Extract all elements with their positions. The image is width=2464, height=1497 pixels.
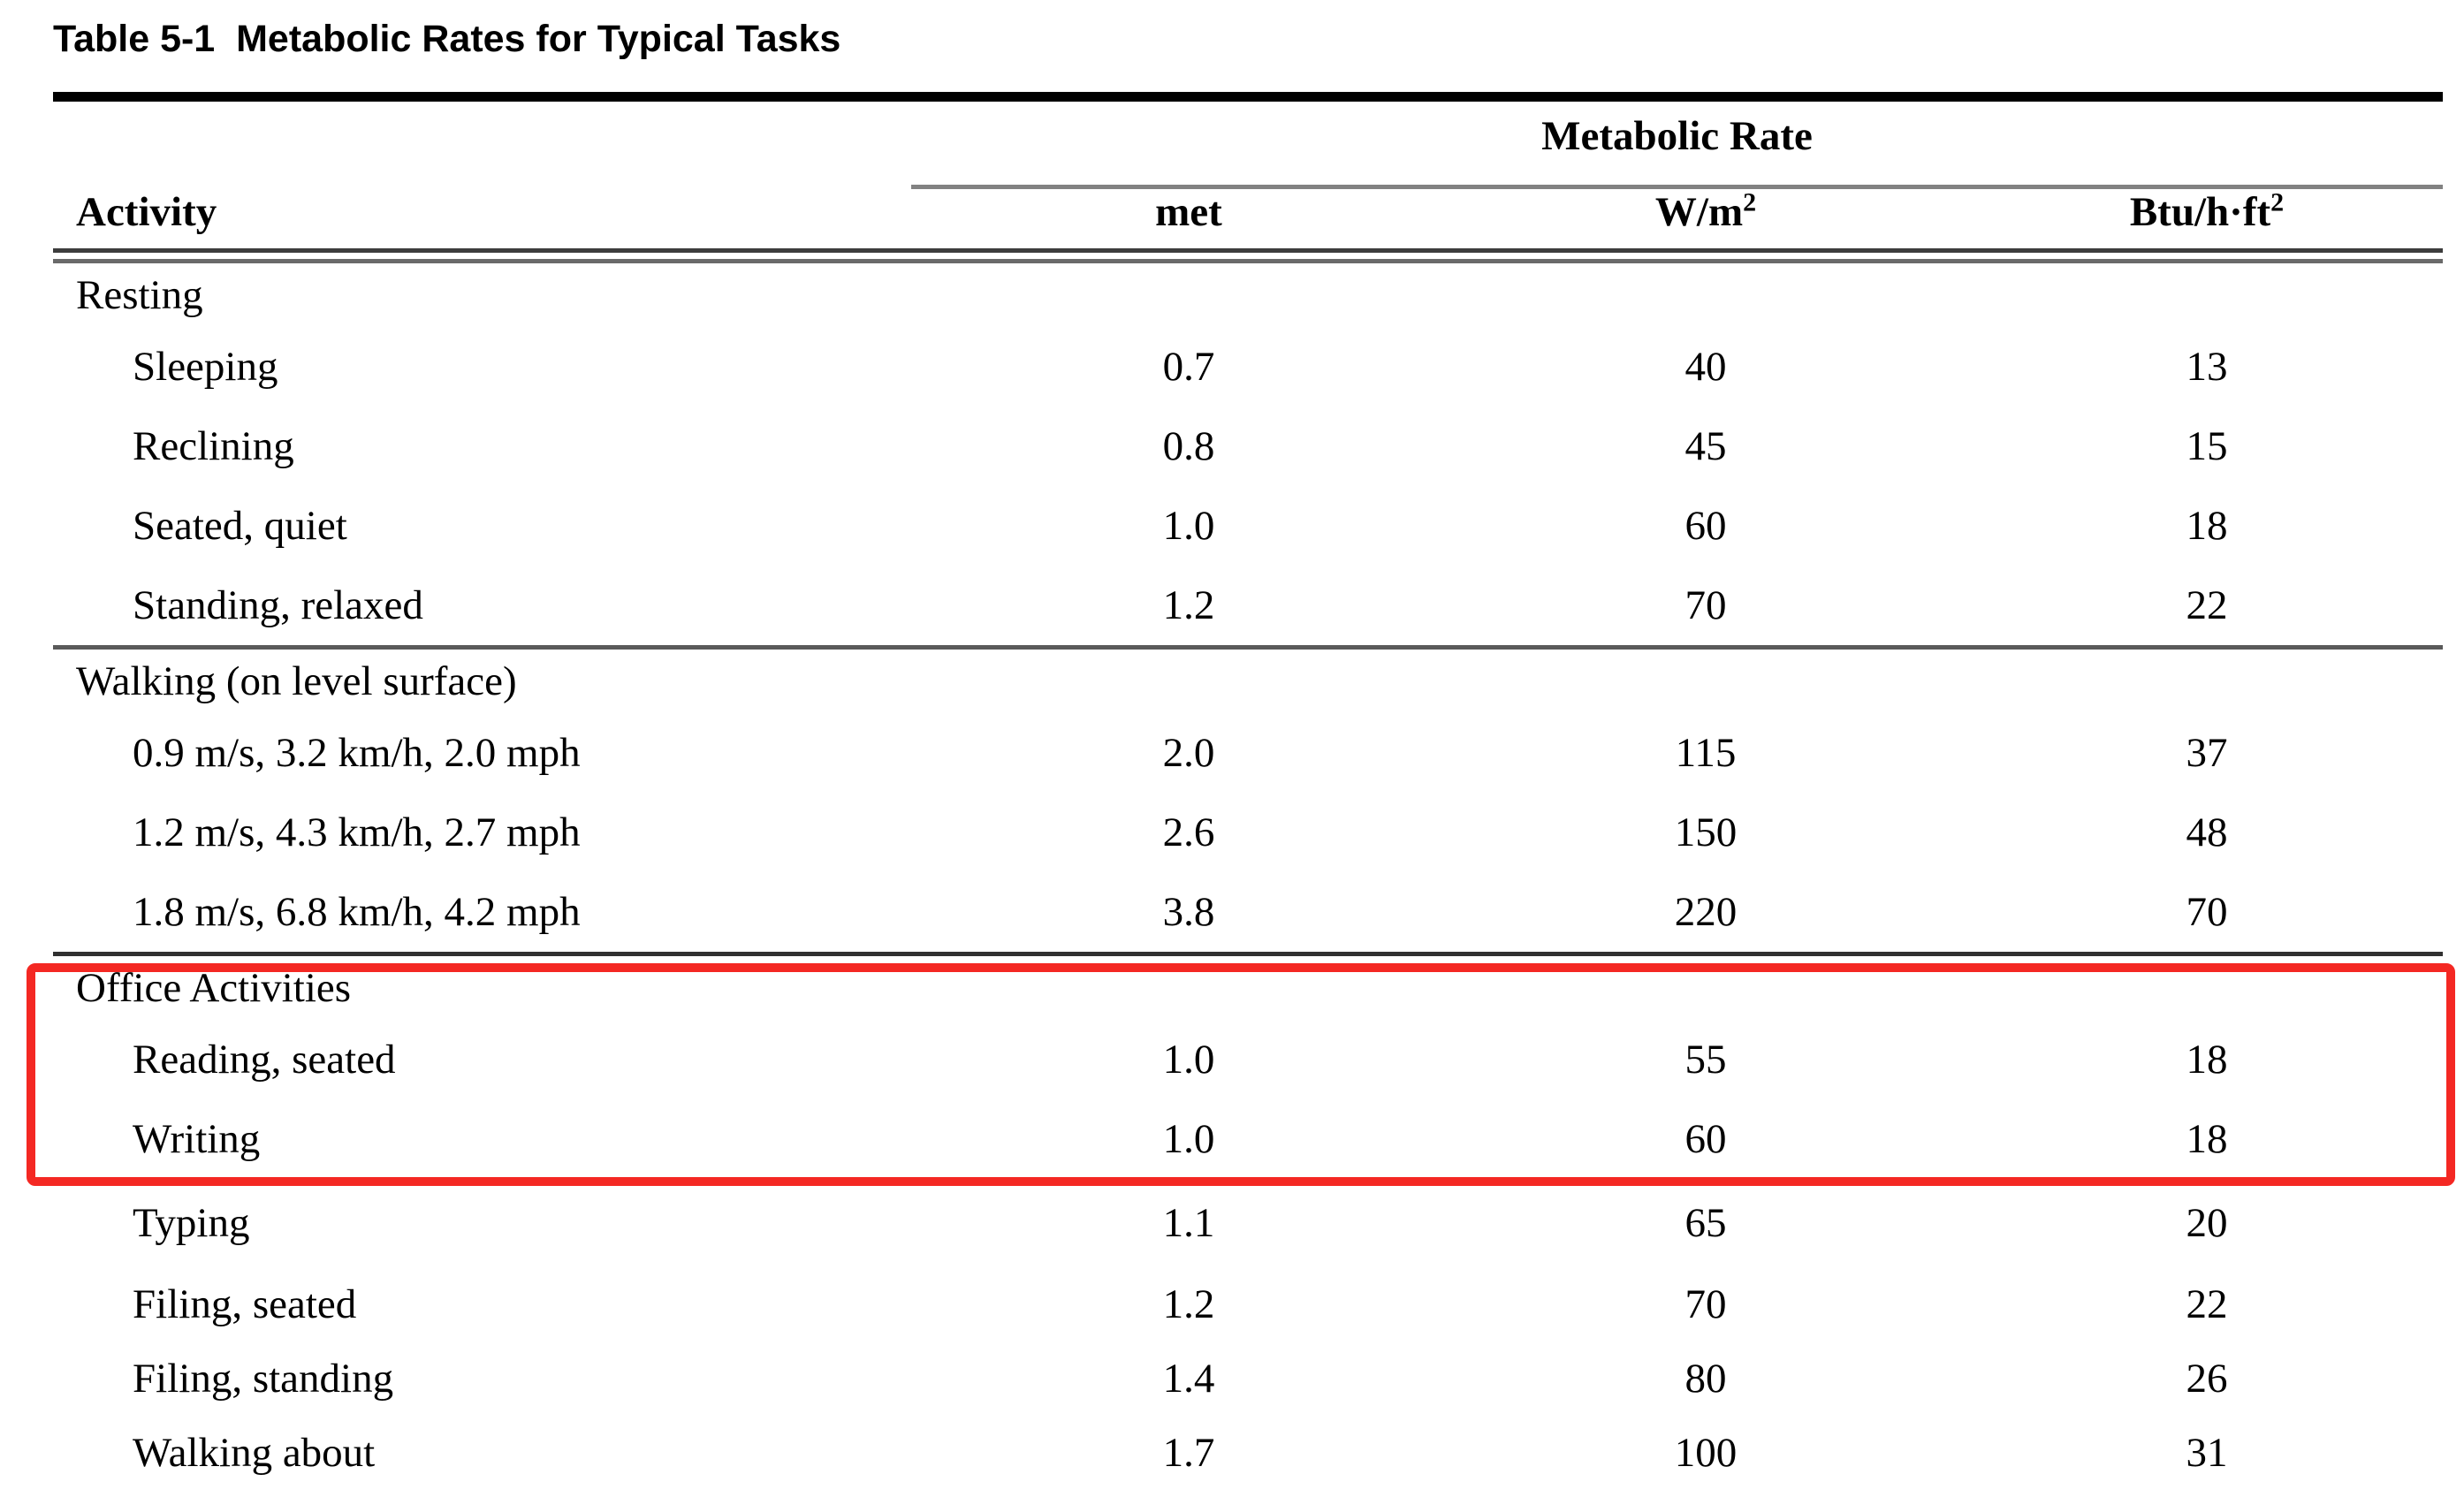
met-cell: 1.7 xyxy=(1162,1430,1215,1476)
wm2-cell: 150 xyxy=(1674,809,1738,855)
spanning-header: Metabolic Rate xyxy=(1541,113,1813,159)
header-body-divider xyxy=(53,248,2443,263)
activity-cell: Reading, seated xyxy=(133,1037,396,1083)
column-header-met: met xyxy=(1155,189,1222,235)
met-cell: 0.7 xyxy=(1162,344,1215,390)
section-label: Walking (on level surface) xyxy=(76,658,517,704)
activity-cell: 1.8 m/s, 6.8 km/h, 4.2 mph xyxy=(133,889,581,935)
wm2-cell: 80 xyxy=(1684,1356,1727,1402)
highlight-box xyxy=(27,963,2455,1186)
activity-cell: 1.2 m/s, 4.3 km/h, 2.7 mph xyxy=(133,809,581,855)
metabolic-rates-table: Metabolic Rate Activity met W/m2 Btu/h·f… xyxy=(53,92,2443,1490)
met-cell: 1.0 xyxy=(1162,1116,1215,1162)
met-cell: 1.2 xyxy=(1162,1281,1215,1327)
btu-cell: 26 xyxy=(2186,1356,2228,1402)
wm2-cell: 100 xyxy=(1674,1430,1738,1476)
wm2-cell: 55 xyxy=(1684,1037,1727,1083)
met-cell: 3.8 xyxy=(1162,889,1215,935)
activity-cell: Seated, quiet xyxy=(133,503,347,549)
table-row: 0.9 m/s, 3.2 km/h, 2.0 mph 2.0 115 37 xyxy=(53,713,2443,793)
met-cell: 1.2 xyxy=(1162,582,1215,628)
column-header-wm2: W/m2 xyxy=(1441,188,1971,236)
table-row: 1.8 m/s, 6.8 km/h, 4.2 mph 3.8 220 70 xyxy=(53,872,2443,952)
unit-base: Btu/h·ft xyxy=(2129,189,2271,235)
activity-cell: Walking about xyxy=(133,1430,376,1476)
table-row: Sleeping 0.7 40 13 xyxy=(53,327,2443,407)
unit-superscript: 2 xyxy=(1743,187,1757,217)
btu-cell: 70 xyxy=(2186,889,2228,935)
activity-cell: Writing xyxy=(133,1116,261,1162)
btu-cell: 18 xyxy=(2186,1037,2228,1083)
wm2-cell: 60 xyxy=(1684,1116,1727,1162)
column-header-btu: Btu/h·ft2 xyxy=(1971,188,2443,236)
section-label: Resting xyxy=(76,272,203,318)
column-header-row: Activity met W/m2 Btu/h·ft2 xyxy=(53,188,2443,236)
btu-cell: 48 xyxy=(2186,809,2228,855)
wm2-cell: 60 xyxy=(1684,503,1727,549)
wm2-cell: 220 xyxy=(1674,889,1738,935)
section-divider xyxy=(53,952,2443,956)
activity-cell: Filing, seated xyxy=(133,1281,357,1327)
btu-cell: 22 xyxy=(2186,1281,2228,1327)
activity-cell: Sleeping xyxy=(133,344,278,390)
met-cell: 2.0 xyxy=(1162,730,1215,776)
table-row: Filing, seated 1.2 70 22 xyxy=(53,1267,2443,1341)
table-row: Seated, quiet 1.0 60 18 xyxy=(53,486,2443,566)
activity-cell: Filing, standing xyxy=(133,1356,394,1402)
met-cell: 1.0 xyxy=(1162,503,1215,549)
btu-cell: 13 xyxy=(2186,344,2228,390)
column-header-activity: Activity xyxy=(76,189,217,235)
section-header-office-activities: Office Activities xyxy=(53,956,2443,1020)
btu-cell: 20 xyxy=(2186,1200,2228,1246)
table-caption: Table 5-1 Metabolic Rates for Typical Ta… xyxy=(53,18,841,60)
table-row: Reclining 0.8 45 15 xyxy=(53,407,2443,486)
wm2-cell: 70 xyxy=(1684,1281,1727,1327)
section-label: Office Activities xyxy=(76,965,352,1011)
met-cell: 1.1 xyxy=(1162,1200,1215,1246)
met-cell: 1.0 xyxy=(1162,1037,1215,1083)
met-cell: 2.6 xyxy=(1162,809,1215,855)
table-row: Typing 1.1 65 20 xyxy=(53,1179,2443,1267)
table-row: Standing, relaxed 1.2 70 22 xyxy=(53,566,2443,645)
btu-cell: 18 xyxy=(2186,1116,2228,1162)
section-header-resting: Resting xyxy=(53,263,2443,327)
btu-cell: 37 xyxy=(2186,730,2228,776)
table-row: Reading, seated 1.0 55 18 xyxy=(53,1020,2443,1099)
table-row: Filing, standing 1.4 80 26 xyxy=(53,1341,2443,1416)
spanning-header-rule xyxy=(911,185,2443,189)
btu-cell: 31 xyxy=(2186,1430,2228,1476)
unit-base: W/m xyxy=(1654,189,1744,235)
btu-cell: 15 xyxy=(2186,423,2228,469)
wm2-cell: 40 xyxy=(1684,344,1727,390)
activity-cell: 0.9 m/s, 3.2 km/h, 2.0 mph xyxy=(133,730,581,776)
wm2-cell: 115 xyxy=(1675,730,1737,776)
btu-cell: 18 xyxy=(2186,503,2228,549)
wm2-cell: 45 xyxy=(1684,423,1727,469)
met-cell: 0.8 xyxy=(1162,423,1215,469)
btu-cell: 22 xyxy=(2186,582,2228,628)
activity-cell: Reclining xyxy=(133,423,294,469)
met-cell: 1.4 xyxy=(1162,1356,1215,1402)
section-header-walking: Walking (on level surface) xyxy=(53,650,2443,713)
unit-superscript: 2 xyxy=(2270,187,2285,217)
wm2-cell: 65 xyxy=(1684,1200,1727,1246)
table-row: Writing 1.0 60 18 xyxy=(53,1099,2443,1179)
activity-cell: Typing xyxy=(133,1200,250,1246)
table-header: Metabolic Rate Activity met W/m2 Btu/h·f… xyxy=(53,102,2443,248)
top-rule xyxy=(53,92,2443,102)
table-row: Walking about 1.7 100 31 xyxy=(53,1416,2443,1490)
wm2-cell: 70 xyxy=(1684,582,1727,628)
table-row: 1.2 m/s, 4.3 km/h, 2.7 mph 2.6 150 48 xyxy=(53,793,2443,872)
section-divider xyxy=(53,645,2443,650)
activity-cell: Standing, relaxed xyxy=(133,582,423,628)
